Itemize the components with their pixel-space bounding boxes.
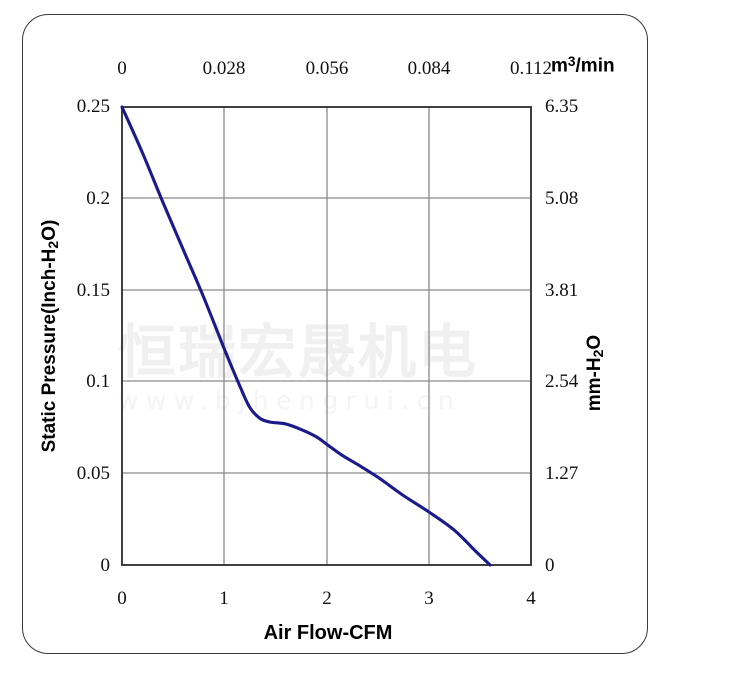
right-tick-3: 2.54	[545, 371, 579, 392]
bottom-tick-2: 2	[322, 588, 332, 609]
left-tick-5: 0	[100, 555, 111, 576]
chart-card-border	[22, 14, 648, 654]
top-tick-3: 0.084	[407, 58, 451, 79]
bottom-tick-3: 3	[424, 588, 434, 609]
right-tick-2: 3.81	[545, 280, 579, 301]
top-tick-0: 0	[117, 58, 127, 79]
right-tick-5: 0	[545, 555, 555, 576]
left-axis-title: Static Pressure(Inch-H2O)	[38, 219, 62, 453]
bottom-tick-4: 4	[526, 588, 536, 609]
data-curve-line	[120, 105, 492, 567]
left-tick-3: 0.1	[86, 371, 110, 392]
right-axis-title: mm-H2O	[583, 334, 607, 412]
left-tick-2: 0.15	[76, 280, 110, 301]
bottom-tick-0: 0	[117, 588, 127, 609]
left-tick-4: 0.05	[76, 463, 110, 484]
left-tick-0: 0.25	[76, 96, 110, 117]
top-axis-unit-label: m3/min	[551, 54, 615, 77]
top-tick-2: 0.056	[305, 58, 349, 79]
left-tick-1: 0.2	[86, 188, 110, 209]
bottom-tick-1: 1	[219, 588, 229, 609]
plot-frame	[121, 106, 532, 566]
x-axis-title: Air Flow-CFM	[263, 622, 393, 644]
right-tick-0: 6.35	[545, 96, 579, 117]
vertical-gridlines	[223, 107, 430, 565]
right-tick-4: 1.27	[545, 463, 579, 484]
top-tick-1: 0.028	[202, 58, 246, 79]
top-tick-4: 0.112	[509, 58, 553, 79]
right-tick-1: 5.08	[545, 188, 579, 209]
